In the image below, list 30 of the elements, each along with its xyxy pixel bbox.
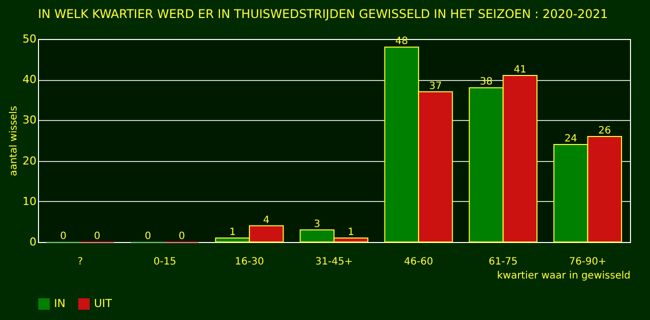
data-label: 0 [178,231,185,242]
x-tick-label: 76-90+ [568,256,606,268]
x-tick-label: 61-75 [488,256,518,268]
x-tick-label: 16-30 [234,256,264,268]
data-label: 3 [314,218,320,230]
legend-label: IN [54,297,66,310]
x-tick-label: 31-45+ [315,256,353,268]
data-label: 37 [429,80,442,92]
data-label: 41 [514,64,526,76]
data-label: 4 [263,214,270,226]
y-axis-title: aantal wissels [8,106,20,176]
legend-label: UIT [94,297,112,310]
x-tick-label: ? [78,256,83,268]
y-tick-label: 40 [22,73,36,86]
data-label: 24 [564,134,578,145]
chart-title: IN WELK KWARTIER WERD ER IN THUISWEDSTRIJDEN GEWISSELD IN HET SEIZOEN : 2020-2021 [38,7,608,21]
data-label: 26 [598,125,611,136]
y-tick-label: 10 [22,194,36,208]
x-tick-label: 0-15 [154,256,176,268]
y-tick-label: 20 [22,154,36,168]
y-tick-label: 30 [22,114,36,127]
data-label: 1 [229,226,236,238]
data-label: 1 [348,226,354,238]
x-tick-label: 46-60 [404,256,434,268]
x-axis-title: kwartier waar in gewisseld [496,270,630,282]
y-tick-label: 0 [30,236,36,248]
data-label: 0 [144,231,152,242]
data-label: 0 [60,231,67,242]
data-label: 0 [94,231,100,242]
y-tick-label: 50 [22,32,36,46]
